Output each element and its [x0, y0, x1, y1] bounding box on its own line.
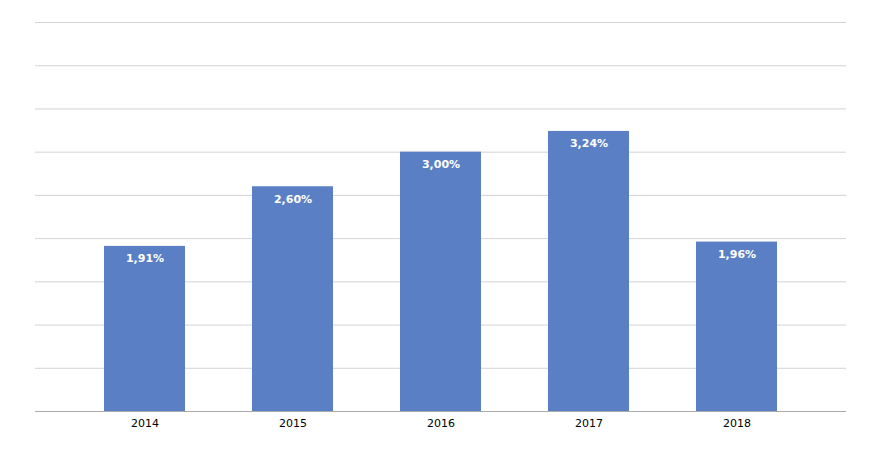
svg-text:3,24%: 3,24%: [570, 137, 608, 150]
svg-text:2018: 2018: [723, 417, 751, 430]
svg-text:1,96%: 1,96%: [718, 248, 756, 261]
svg-text:2015: 2015: [279, 417, 307, 430]
svg-text:2017: 2017: [575, 417, 603, 430]
svg-text:2014: 2014: [131, 417, 159, 430]
svg-text:1,91%: 1,91%: [126, 252, 164, 265]
svg-text:2,60%: 2,60%: [274, 193, 312, 206]
svg-text:2016: 2016: [427, 417, 455, 430]
svg-text:3,00%: 3,00%: [422, 158, 460, 171]
